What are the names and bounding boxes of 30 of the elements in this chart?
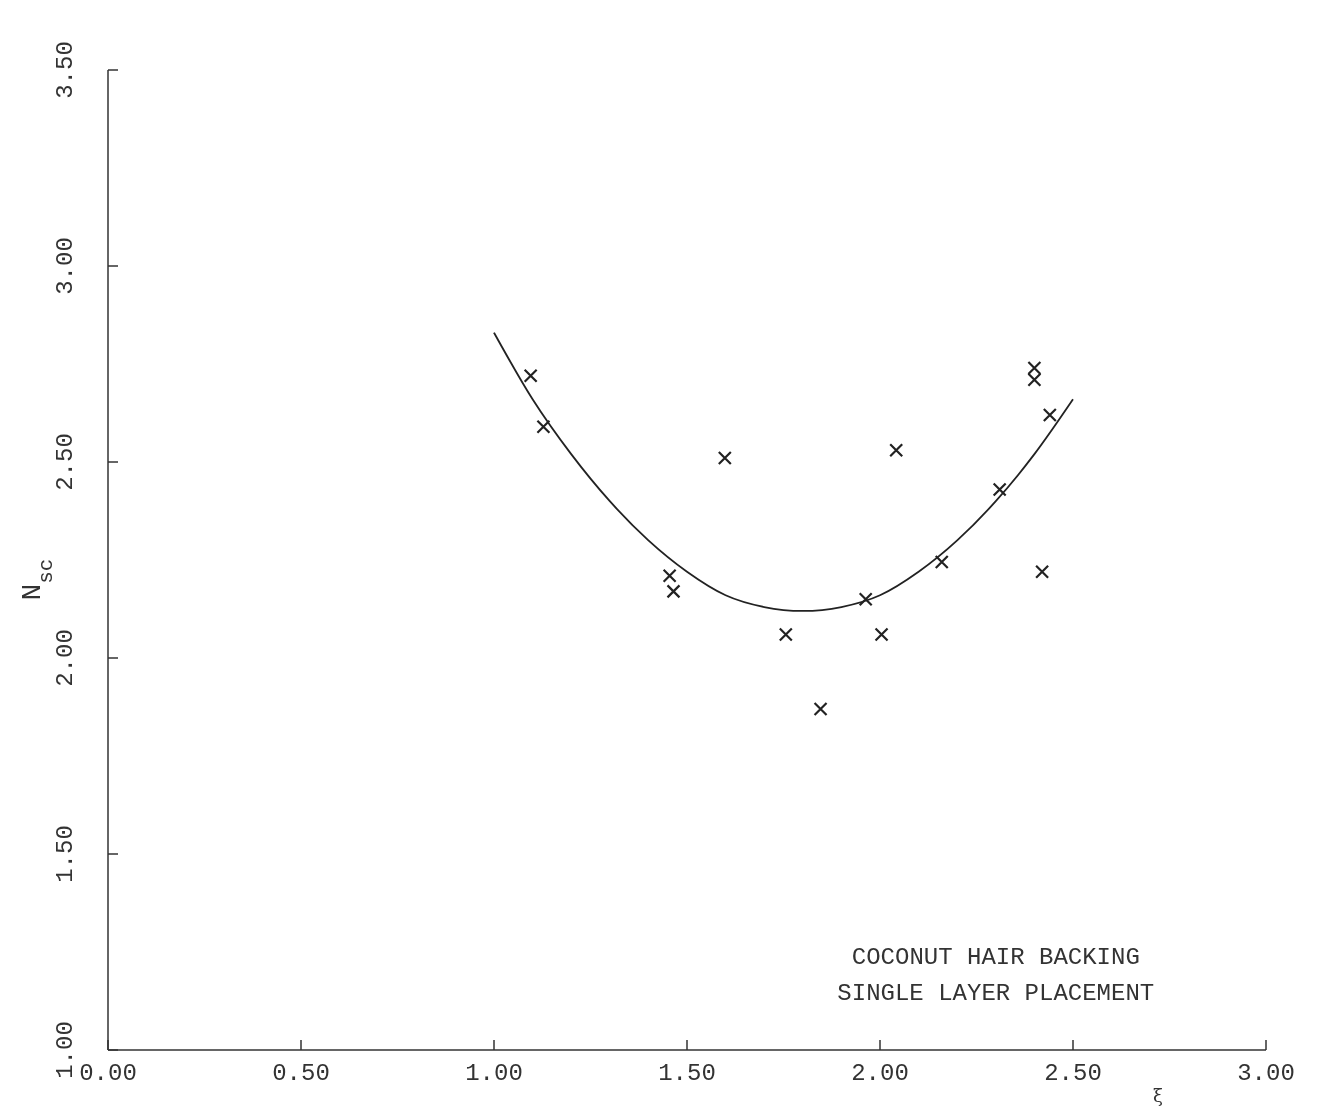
point — [778, 627, 793, 642]
x-tick-label: 0.50 — [272, 1060, 330, 1087]
y-tick-label: 3.00 — [52, 237, 79, 295]
point — [813, 701, 828, 717]
point — [874, 627, 889, 642]
annotation: COCONUT HAIR BACKING — [851, 943, 1140, 971]
point — [666, 584, 681, 599]
x-tick-label: 1.50 — [658, 1060, 716, 1087]
point — [523, 368, 538, 383]
point — [662, 568, 677, 583]
point — [1042, 407, 1057, 423]
line-series — [493, 331, 1074, 612]
x-tick-label: 1.00 — [465, 1060, 523, 1087]
point — [934, 554, 949, 570]
y-tick-label: 2.50 — [52, 433, 79, 491]
y-tick-label: 2.00 — [52, 629, 79, 687]
point — [992, 482, 1007, 497]
x-tick-label: 2.50 — [1044, 1060, 1102, 1087]
point — [536, 419, 551, 434]
annotation: SINGLE LAYER PLACEMENT — [837, 979, 1155, 1007]
y-tick-label: 3.50 — [52, 41, 79, 99]
x-tick-label: 2.00 — [851, 1060, 909, 1087]
y-tick-label: 1.50 — [52, 825, 79, 883]
x-axis-title: ξ — [1152, 1085, 1163, 1106]
point — [858, 592, 873, 607]
point — [889, 443, 904, 458]
point — [1035, 564, 1050, 579]
x-tick-label: 0.00 — [79, 1060, 137, 1087]
point — [717, 450, 732, 466]
x-tick-label: 3.00 — [1237, 1060, 1295, 1087]
